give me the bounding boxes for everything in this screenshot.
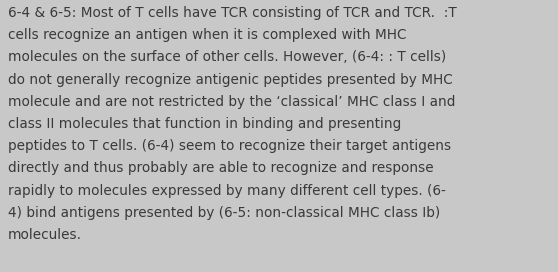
Text: cells recognize an antigen when it is complexed with MHC: cells recognize an antigen when it is co… bbox=[8, 28, 406, 42]
Text: 4) bind antigens presented by (6-5: non-classical MHC class Ib): 4) bind antigens presented by (6-5: non-… bbox=[8, 206, 440, 220]
Text: molecule and are not restricted by the ‘classical’ MHC class I and: molecule and are not restricted by the ‘… bbox=[8, 95, 455, 109]
Text: 6-4 & 6-5: Most of T cells have TCR consisting of TCR and TCR.  :T: 6-4 & 6-5: Most of T cells have TCR cons… bbox=[8, 6, 457, 20]
Text: class II molecules that function in binding and presenting: class II molecules that function in bind… bbox=[8, 117, 401, 131]
Text: molecules on the surface of other cells. However, (6-4: : T cells): molecules on the surface of other cells.… bbox=[8, 50, 446, 64]
Text: directly and thus probably are able to recognize and response: directly and thus probably are able to r… bbox=[8, 161, 434, 175]
Text: peptides to T cells. (6-4) seem to recognize their target antigens: peptides to T cells. (6-4) seem to recog… bbox=[8, 139, 451, 153]
Text: rapidly to molecules expressed by many different cell types. (6-: rapidly to molecules expressed by many d… bbox=[8, 184, 446, 197]
Text: molecules.: molecules. bbox=[8, 228, 82, 242]
Text: do not generally recognize antigenic peptides presented by MHC: do not generally recognize antigenic pep… bbox=[8, 73, 453, 86]
